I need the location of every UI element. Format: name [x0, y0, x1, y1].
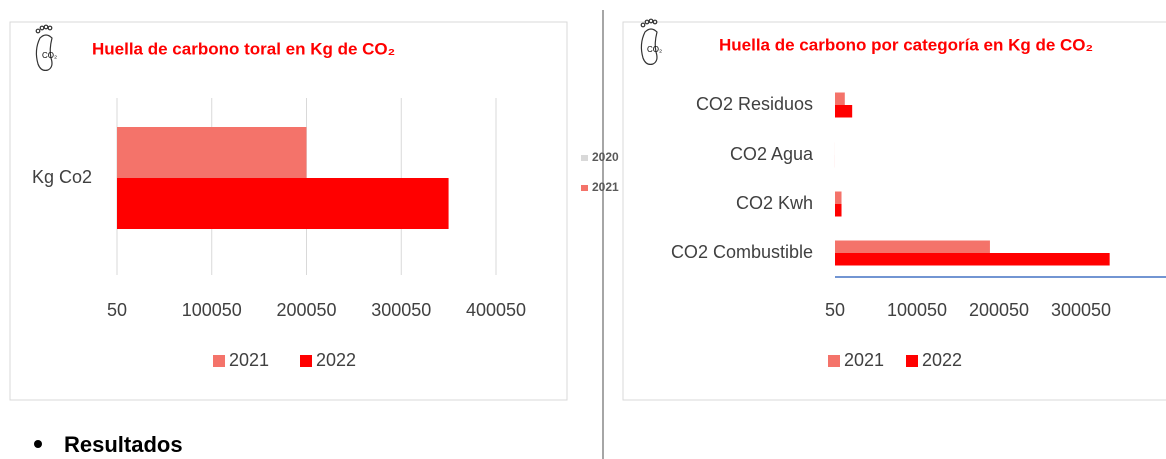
foot-icon — [35, 24, 53, 71]
bullet-text: Resultados — [64, 432, 183, 457]
legend-swatch — [213, 355, 225, 367]
chart-title: Huella de carbono toral en Kg de CO₂ — [92, 39, 395, 58]
bar — [835, 92, 845, 105]
bar — [835, 191, 842, 204]
x-tick-label: 50 — [825, 300, 845, 320]
legend-swatch — [581, 155, 588, 161]
legend-swatch — [828, 355, 840, 367]
legend-label: 2020 — [592, 150, 619, 164]
category-label: CO2 Kwh — [736, 193, 813, 213]
bar — [835, 105, 853, 118]
x-tick-label: 300050 — [1051, 300, 1111, 320]
icon-text: CO₂ — [647, 45, 662, 54]
legend-swatch — [300, 355, 312, 367]
legend-label: 2021 — [844, 350, 884, 370]
bar — [835, 204, 842, 217]
x-tick-label: 300050 — [371, 300, 431, 320]
bullet-dot — [34, 440, 42, 448]
icon-text: CO₂ — [42, 51, 57, 60]
category-label: CO2 Agua — [730, 144, 814, 164]
foot-icon — [640, 18, 658, 65]
x-tick-label: 200050 — [276, 300, 336, 320]
bar — [835, 253, 1110, 266]
bar — [117, 127, 307, 178]
legend-swatch — [581, 185, 588, 191]
legend-label: 2021 — [229, 350, 269, 370]
x-tick-label: 100050 — [887, 300, 947, 320]
legend-label: 2022 — [922, 350, 962, 370]
chart-title: Huella de carbono por categoría en Kg de… — [719, 35, 1093, 54]
bar — [835, 240, 990, 253]
x-tick-label: 400050 — [466, 300, 526, 320]
x-tick-label: 200050 — [969, 300, 1029, 320]
category-label: CO2 Residuos — [696, 94, 813, 114]
legend-swatch — [906, 355, 918, 367]
chart-frame — [622, 21, 1166, 401]
category-label: Kg Co2 — [32, 167, 92, 187]
x-tick-label: 100050 — [182, 300, 242, 320]
legend-label: 2022 — [316, 350, 356, 370]
legend-label: 2021 — [592, 180, 619, 194]
category-label: CO2 Combustible — [671, 242, 813, 262]
x-tick-label: 50 — [107, 300, 127, 320]
bar — [117, 178, 449, 229]
